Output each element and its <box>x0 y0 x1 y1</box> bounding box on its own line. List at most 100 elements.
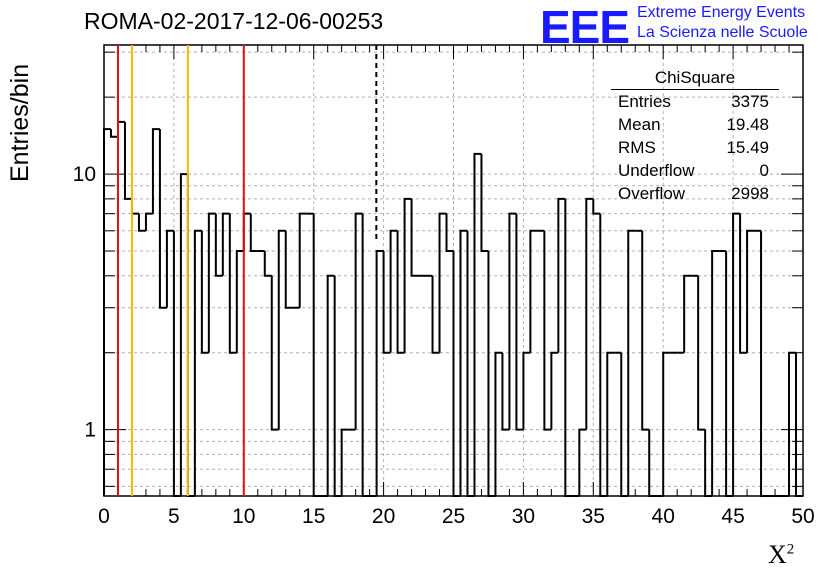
histogram-bin <box>144 212 153 231</box>
histogram-bin <box>725 251 734 497</box>
histogram-bin <box>578 428 587 496</box>
histogram-bin <box>116 120 125 137</box>
stats-label: Mean <box>618 115 661 134</box>
histogram-bin <box>221 212 230 276</box>
histogram-bin <box>326 274 335 496</box>
histogram-bin <box>550 351 559 430</box>
histogram-bin <box>165 229 174 308</box>
histogram-bin <box>103 128 111 496</box>
histogram-bin <box>466 230 475 497</box>
histogram-bin <box>382 251 391 354</box>
y-axis-label: Entries/bin <box>6 63 34 182</box>
histogram-bin <box>641 230 650 431</box>
x-tick-label: 0 <box>98 505 110 528</box>
x-tick-label: 40 <box>652 505 675 528</box>
histogram-bin <box>704 429 713 497</box>
histogram-bin <box>501 352 510 431</box>
histogram-bin <box>186 174 195 497</box>
histogram-bin <box>228 213 237 354</box>
x-tick-label: 15 <box>302 505 325 528</box>
histogram-bin <box>137 213 146 232</box>
histogram-bin <box>627 229 636 496</box>
histogram-bin <box>732 212 741 496</box>
x-axis-label-superscript: 2 <box>786 541 795 558</box>
histogram-bin <box>284 230 293 309</box>
histogram-bin <box>277 229 286 430</box>
histogram-bin <box>361 213 370 497</box>
histogram-bin <box>487 251 496 497</box>
histogram-bin <box>452 251 461 497</box>
histogram-bin <box>557 197 566 353</box>
y-tick-label: 10 <box>73 163 96 186</box>
x-tick-label: 5 <box>168 505 180 528</box>
stats-label: Entries <box>618 92 671 111</box>
histogram-bin <box>564 198 573 497</box>
histogram-bin <box>242 212 251 252</box>
histogram-bin <box>179 173 188 496</box>
histogram-bin <box>172 230 181 497</box>
x-tick-label: 30 <box>512 505 535 528</box>
histogram-bin <box>375 250 384 496</box>
x-tick-label: 45 <box>721 505 744 528</box>
histogram-bin <box>746 229 755 353</box>
x-axis-label-base: X <box>768 540 787 569</box>
histogram-bin <box>207 212 216 353</box>
stats-row-overflow: Overflow 2998 <box>611 182 779 205</box>
histogram-bin <box>410 198 419 277</box>
histogram-bin <box>151 128 160 214</box>
logo-text-line1: Extreme Energy Events <box>637 4 806 21</box>
histogram-bin <box>473 152 482 496</box>
histogram-bin <box>200 230 209 354</box>
histogram-bin <box>312 213 321 497</box>
histogram-bin <box>697 275 706 431</box>
x-axis-label: X2 <box>768 540 794 570</box>
histogram-bin <box>270 275 279 431</box>
stats-row-underflow: Underflow 0 <box>611 159 779 182</box>
stats-label: Overflow <box>618 184 686 203</box>
histogram-bin <box>214 213 223 277</box>
histogram-bin <box>235 250 244 353</box>
histogram-bin <box>158 129 167 309</box>
stats-label: Underflow <box>618 161 695 180</box>
stats-value: 0 <box>759 161 769 180</box>
histogram-bin <box>739 213 748 354</box>
eee-logo: EEE <box>540 1 630 53</box>
stats-value: 3375 <box>731 92 769 111</box>
histogram-bin <box>620 352 629 497</box>
x-tick-label: 10 <box>232 505 255 528</box>
histogram-bin <box>298 212 307 308</box>
histogram-bin <box>508 212 517 430</box>
stats-value: 15.49 <box>726 138 769 157</box>
histogram-bin <box>599 213 608 497</box>
histogram-bin <box>683 274 692 353</box>
histogram-bin <box>403 197 412 353</box>
histogram-bin <box>522 351 531 430</box>
stats-label: RMS <box>618 138 656 157</box>
histogram-bin <box>480 153 489 253</box>
histogram-bin <box>389 229 398 353</box>
histogram-bin <box>529 229 538 353</box>
histogram-bin <box>592 198 601 215</box>
histogram-bin <box>130 198 139 215</box>
histogram-bin <box>249 213 258 253</box>
histogram-bin <box>585 197 594 430</box>
x-tick-label: 35 <box>582 505 605 528</box>
stats-value: 2998 <box>731 184 769 203</box>
stats-box: ChiSquare Entries 3375 Mean 19.48 RMS 15… <box>611 67 779 205</box>
histogram-bin <box>711 250 720 496</box>
histogram-bin <box>515 213 524 431</box>
stats-row-entries: Entries 3375 <box>611 90 779 113</box>
logo-text-line2: La Scienza nelle Scuole <box>637 24 808 41</box>
y-tick-label: 1 <box>84 419 96 442</box>
x-tick-label: 20 <box>372 505 395 528</box>
histogram-bin <box>543 230 552 431</box>
histogram-bin <box>648 429 657 497</box>
histogram-bin <box>109 129 118 138</box>
histogram-bin <box>459 229 468 496</box>
histogram-bin <box>438 212 447 353</box>
histogram-bin <box>606 351 615 496</box>
histogram-bin <box>333 275 342 497</box>
x-tick-label: 25 <box>442 505 465 528</box>
histogram-bin <box>431 275 440 354</box>
